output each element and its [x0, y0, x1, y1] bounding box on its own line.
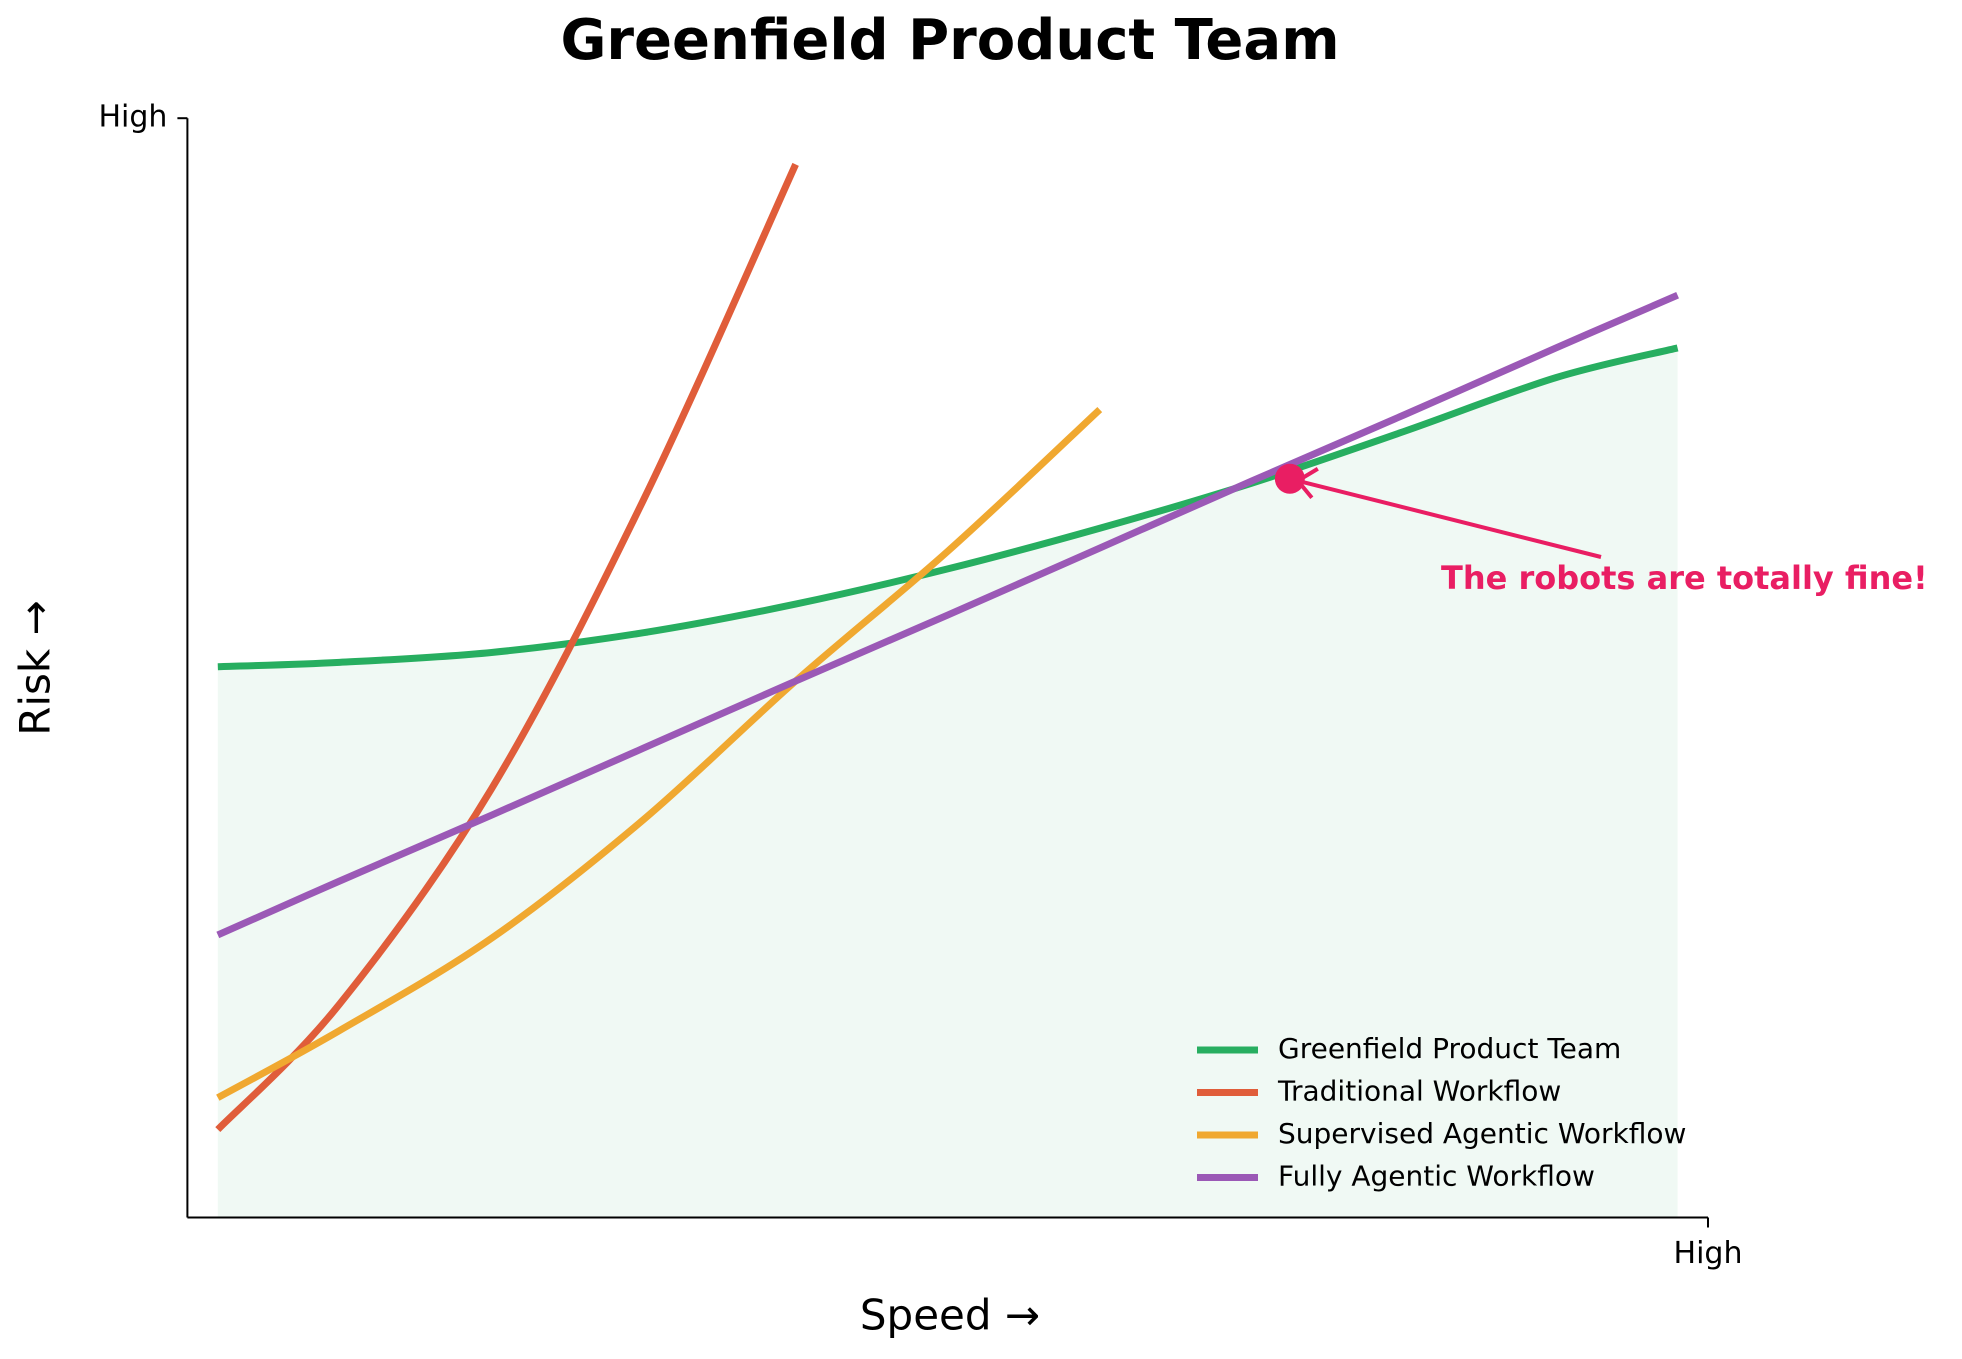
area [217, 347, 1678, 1218]
line [217, 344, 1679, 671]
legend-label: Traditional Workflow [1277, 1075, 1561, 1108]
legend-label: Supervised Agentic Workflow [1278, 1117, 1686, 1150]
y-axis-label: Risk → [11, 600, 60, 736]
annotation-text: The robots are totally fine! [1441, 559, 1928, 597]
legend-label: Fully Agentic Workflow [1278, 1160, 1595, 1193]
legend-label: Greenfield Product Team [1278, 1032, 1621, 1065]
x-tick-label: High [1674, 1236, 1743, 1271]
x-axis-label: Speed → [860, 1291, 1040, 1340]
annotation-point [1274, 463, 1305, 494]
line [216, 406, 1103, 1101]
y-tick-label: High [98, 100, 167, 135]
chart-title: Greenfield Product Team [560, 8, 1339, 73]
annotation-arrow [1301, 479, 1602, 559]
line [215, 162, 799, 1132]
legend: Greenfield Product Team Traditional Workf… [1197, 1032, 1686, 1193]
line [216, 291, 1679, 939]
